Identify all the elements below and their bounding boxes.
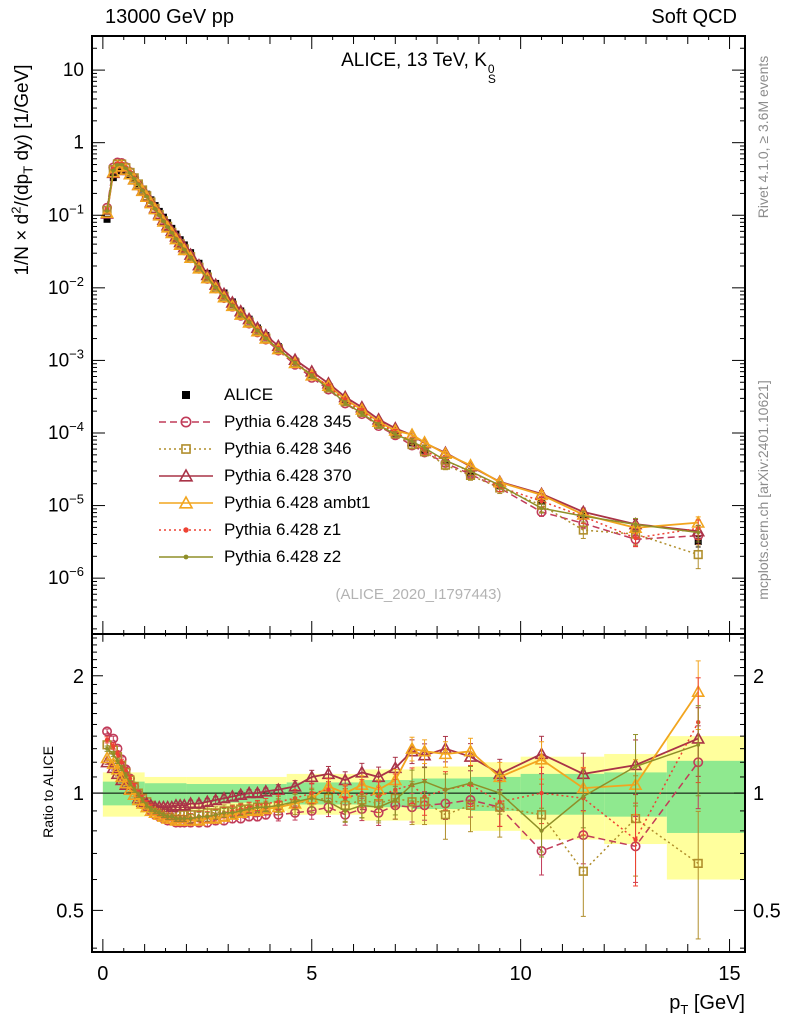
legend-marker-alice (182, 390, 190, 399)
band-green (520, 773, 605, 815)
legend-label: Pythia 6.428 370 (224, 465, 352, 485)
x-axis-label: pT [GeV] (669, 992, 745, 1017)
legend-marker-z2 (159, 554, 213, 559)
legend-item-alice: ALICE (158, 381, 370, 408)
legend-item-346: Pythia 6.428 346 (158, 435, 370, 462)
main-series-z2 (104, 162, 701, 543)
svg-text:0: 0 (97, 963, 108, 985)
legend-item-345: Pythia 6.428 345 (158, 408, 370, 435)
svg-text:5: 5 (306, 963, 317, 985)
ratio-series-z2 (104, 705, 701, 858)
legend-label: Pythia 6.428 z2 (224, 546, 342, 566)
svg-text:0.5: 0.5 (753, 900, 781, 922)
svg-text:1: 1 (73, 783, 84, 805)
mcplots-reference-note: mcplots.cern.ch [arXiv:2401.10621] (755, 380, 771, 600)
legend-marker-370 (159, 467, 213, 482)
svg-text:10−4: 10−4 (48, 419, 84, 444)
legend-label: ALICE (224, 384, 274, 404)
svg-text:1: 1 (73, 133, 84, 154)
svg-text:10−5: 10−5 (48, 492, 84, 517)
beam-info-label: 13000 GeV pp (105, 6, 234, 28)
analysis-id-watermark: (ALICE_2020_I1797443) (335, 586, 502, 603)
svg-text:1: 1 (753, 783, 764, 805)
svg-text:10: 10 (510, 963, 532, 985)
legend-label: Pythia 6.428 ambt1 (224, 492, 371, 512)
legend-marker-346 (159, 443, 213, 454)
legend: ALICE Pythia 6.428 345 Pythia 6.428 346 Pyt… (158, 381, 370, 570)
legend-marker-ambt1 (159, 494, 213, 509)
svg-text:2: 2 (753, 666, 764, 688)
tick-labels: 10 1 10−1 10−2 10−3 10−4 10−5 10−6 0 5 10 15 2 2 1 1 0.5… (48, 60, 781, 985)
axis-ticks (92, 36, 745, 952)
legend-item-z2: Pythia 6.428 z2 (158, 543, 370, 570)
svg-text:10−6: 10−6 (48, 564, 84, 589)
legend-label: Pythia 6.428 345 (224, 411, 352, 431)
legend-item-370: Pythia 6.428 370 (158, 462, 370, 489)
process-group-label: Soft QCD (651, 6, 737, 28)
band-green (666, 760, 745, 833)
generator-version-note: Rivet 4.1.0, ≥ 3.6M events (755, 55, 771, 219)
legend-item-ambt1: Pythia 6.428 ambt1 (158, 489, 370, 516)
svg-text:2: 2 (73, 666, 84, 688)
svg-text:10−1: 10−1 (48, 201, 84, 226)
svg-text:10−2: 10−2 (48, 274, 84, 299)
legend-marker-345 (159, 416, 213, 427)
svg-text:10−3: 10−3 (48, 346, 84, 371)
main-y-axis-label: 1/N × d2/(dpT dy) [1/GeV] (8, 64, 36, 276)
svg-text:0.5: 0.5 (56, 900, 84, 922)
legend-item-z1: Pythia 6.428 z1 (158, 516, 370, 543)
svg-text:15: 15 (718, 963, 740, 985)
legend-label: Pythia 6.428 346 (224, 438, 352, 458)
svg-text:10: 10 (63, 60, 84, 81)
ratio-y-axis-label: Ratio to ALICE (40, 746, 56, 838)
legend-marker-z1 (159, 526, 213, 533)
legend-label: Pythia 6.428 z1 (224, 519, 342, 539)
